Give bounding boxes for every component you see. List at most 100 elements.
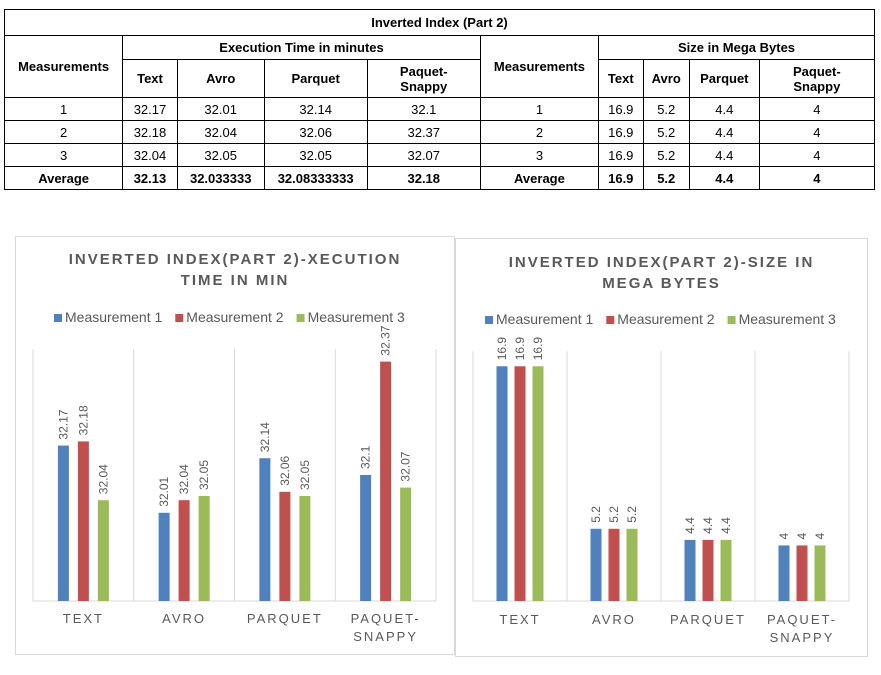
- table-cell: 4.4: [688, 97, 760, 121]
- col-size-parquet: Parquet: [688, 59, 760, 98]
- legend-label: Measurement 1: [65, 309, 162, 325]
- category-label: PAQUET-: [351, 611, 421, 626]
- table-cell: 32.01: [176, 97, 265, 121]
- data-label: 32.14: [258, 422, 272, 452]
- col-exec-parquet: Parquet: [263, 59, 368, 98]
- table-row: 2 32.18 32.04 32.06 32.37 2 16.9 5.2 4.4…: [3, 120, 876, 144]
- data-label: 32.07: [399, 451, 413, 481]
- size-bar-chart: Measurement 1 Measurement 2 Measurement 3 1…: [472, 311, 850, 645]
- data-label: 32.06: [278, 455, 292, 485]
- bar: [360, 475, 372, 601]
- average-row: Average 32.13 32.033333 32.08333333 32.1…: [3, 166, 876, 190]
- category-label: TEXT: [63, 611, 104, 626]
- bar: [380, 361, 392, 601]
- row-label: 2: [479, 120, 600, 144]
- data-label: 32.05: [298, 460, 312, 490]
- category-label: PARQUET: [247, 611, 323, 626]
- legend-label: Measurement 3: [308, 309, 405, 325]
- data-label: 5.2: [607, 506, 621, 523]
- table-cell: 32.05: [263, 143, 368, 167]
- data-label: 16.9: [531, 337, 545, 361]
- table-row: 3 32.04 32.05 32.05 32.07 3 16.9 5.2 4.4…: [3, 143, 876, 167]
- data-label: 4: [777, 532, 791, 539]
- col-exec-paquet-snappy: Paquet- Snappy: [366, 59, 481, 98]
- data-label: 16.9: [513, 337, 527, 361]
- category-label: SNAPPY: [770, 630, 835, 645]
- table-cell: 5.2: [642, 143, 690, 167]
- size-group-header: Size in Mega Bytes: [598, 35, 875, 60]
- table-cell: 5.2: [642, 120, 690, 144]
- row-label: 2: [3, 120, 124, 144]
- legend-swatch: [727, 316, 736, 324]
- table-cell: 5.2: [642, 97, 690, 121]
- table-cell: 32.06: [263, 120, 368, 144]
- table-cell: 16.9: [598, 97, 644, 121]
- bar: [57, 445, 69, 601]
- bar: [496, 366, 508, 601]
- category-label: SNAPPY: [353, 629, 418, 644]
- legend-swatch: [296, 314, 305, 322]
- table-cell: 4.4: [688, 166, 760, 190]
- bar: [720, 539, 732, 601]
- bar: [608, 528, 620, 601]
- execution-time-group-header: Execution Time in minutes: [122, 35, 481, 60]
- table-cell: 4: [758, 97, 876, 121]
- bar: [778, 545, 790, 601]
- bar: [299, 496, 311, 601]
- execution-time-bar-chart: Measurement 1 Measurement 2 Measurement 33…: [32, 309, 437, 644]
- legend-swatch: [175, 314, 184, 322]
- table-cell: 5.2: [642, 166, 690, 190]
- data-label: 32.04: [177, 464, 191, 494]
- table-cell: 16.9: [598, 166, 644, 190]
- execution-time-chart: INVERTED INDEX(PART 2)-XECUTION TIME IN …: [15, 236, 455, 655]
- results-table: Inverted Index (Part 2) Measurements Exe…: [3, 9, 876, 190]
- data-label: 4.4: [701, 517, 715, 534]
- legend-label: Measurement 1: [496, 311, 593, 327]
- row-label: 3: [479, 143, 600, 167]
- data-label: 4.4: [683, 517, 697, 534]
- data-label: 32.18: [76, 405, 90, 435]
- bar: [178, 500, 190, 601]
- table-cell: 16.9: [598, 143, 644, 167]
- bar: [702, 539, 714, 601]
- legend-label: Measurement 3: [739, 311, 836, 327]
- category-label: AVRO: [162, 611, 206, 626]
- data-label: 4.4: [719, 517, 733, 534]
- bar: [514, 366, 526, 601]
- col-size-text: Text: [598, 59, 644, 98]
- bar: [259, 458, 271, 601]
- row-label: 1: [479, 97, 600, 121]
- table-cell: 32.1: [366, 97, 481, 121]
- legend-swatch: [485, 316, 493, 324]
- table-cell: 4.4: [688, 143, 760, 167]
- data-label: 5.2: [625, 506, 639, 523]
- bar: [400, 487, 412, 601]
- average-label: Average: [3, 166, 124, 190]
- col-exec-avro: Avro: [176, 59, 265, 98]
- bar: [684, 539, 696, 601]
- data-label: 5.2: [589, 506, 603, 523]
- chart-title: INVERTED INDEX(PART 2)-SIZE IN MEGA BYTE…: [508, 254, 815, 292]
- table-cell: 32.07: [366, 143, 481, 167]
- data-label: 4: [795, 532, 809, 539]
- data-label: 16.9: [495, 337, 509, 361]
- bar: [626, 528, 638, 601]
- bar: [796, 545, 808, 601]
- data-label: 32.17: [56, 409, 70, 439]
- bar: [158, 512, 170, 601]
- data-label: 4: [813, 532, 827, 539]
- table-cell: 32.18: [122, 120, 178, 144]
- data-label: 32.05: [197, 460, 211, 490]
- table-cell: 32.37: [366, 120, 481, 144]
- legend-swatch: [54, 314, 62, 322]
- measurements-header-2: Measurements: [479, 35, 600, 98]
- table-cell: 32.17: [122, 97, 178, 121]
- bar: [590, 528, 602, 601]
- bar: [97, 500, 109, 601]
- table-cell: 32.18: [366, 166, 481, 190]
- bar: [198, 496, 210, 601]
- average-label: Average: [479, 166, 600, 190]
- table-cell: 32.05: [176, 143, 265, 167]
- bar: [814, 545, 826, 601]
- size-chart: INVERTED INDEX(PART 2)-SIZE IN MEGA BYTE…: [455, 238, 868, 657]
